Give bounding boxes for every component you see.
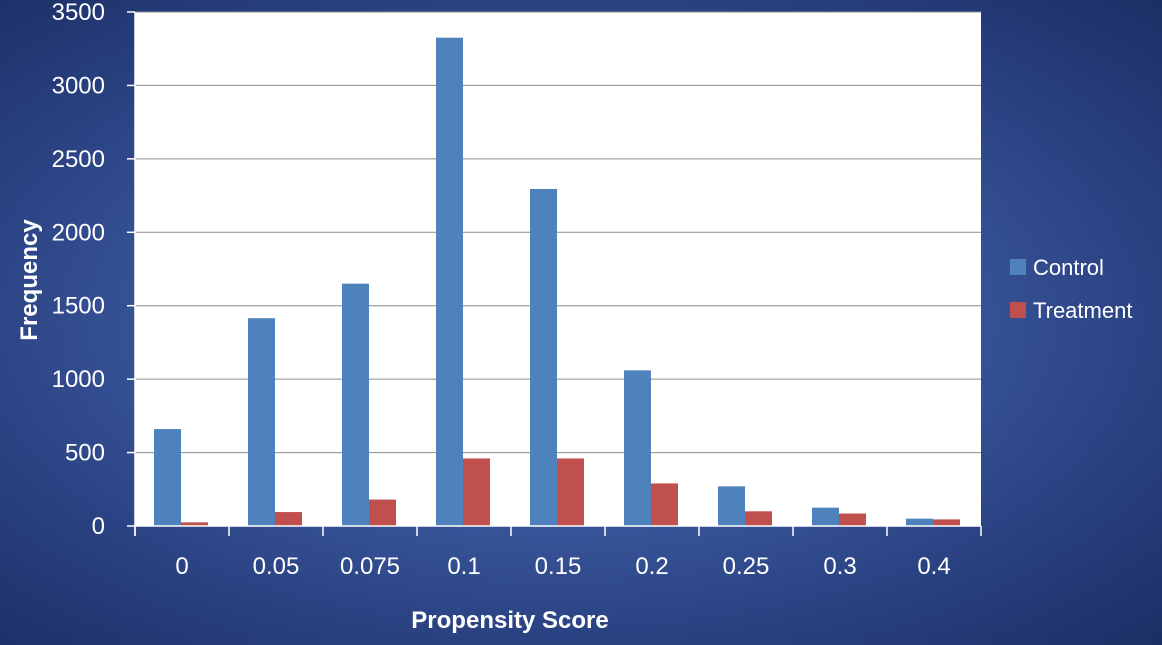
x-tick-label: 0.15 xyxy=(535,553,582,580)
x-tick-label: 0.05 xyxy=(253,553,300,580)
bar-treatment xyxy=(463,458,490,526)
legend: Control Treatment xyxy=(1010,255,1132,323)
bars xyxy=(154,37,960,526)
legend-swatch-treatment xyxy=(1010,302,1026,318)
bar-control xyxy=(718,486,745,526)
x-tick-labels: 0 0.05 0.075 0.1 0.15 0.2 0.25 0.3 0.4 xyxy=(175,553,950,580)
y-tick-label: 2000 xyxy=(52,219,105,246)
x-tick-label: 0.1 xyxy=(447,553,480,580)
bar-control xyxy=(436,37,463,526)
y-tick-label: 0 xyxy=(92,513,105,540)
x-tick-label: 0.25 xyxy=(723,553,770,580)
bar-control xyxy=(530,188,557,526)
bar-treatment xyxy=(839,513,866,526)
bar-control xyxy=(812,507,839,526)
y-tick-label: 3500 xyxy=(52,0,105,26)
y-tick-labels: 0 500 1000 1500 2000 2500 3000 3500 xyxy=(52,0,105,540)
x-tick-label: 0.2 xyxy=(635,553,668,580)
bar-control xyxy=(906,518,933,526)
legend-swatch-control xyxy=(1010,259,1026,275)
y-tick-label: 2500 xyxy=(52,146,105,173)
x-tick-label: 0.4 xyxy=(917,553,950,580)
x-tick-label: 0.075 xyxy=(340,553,400,580)
x-tick-label: 0.3 xyxy=(823,553,856,580)
x-axis-title: Propensity Score xyxy=(411,607,608,634)
bar-treatment xyxy=(745,511,772,526)
legend-label-control: Control xyxy=(1033,255,1104,280)
bar-control xyxy=(624,370,651,526)
y-tick-label: 1500 xyxy=(52,293,105,320)
bar-treatment xyxy=(181,522,208,526)
plot-area xyxy=(135,12,981,526)
bar-treatment xyxy=(557,458,584,526)
y-tick-label: 500 xyxy=(65,440,105,467)
bar-treatment xyxy=(275,512,302,526)
bar-control xyxy=(342,283,369,526)
legend-label-treatment: Treatment xyxy=(1033,298,1132,323)
y-tick-label: 1000 xyxy=(52,366,105,393)
bar-control xyxy=(154,429,181,526)
gridlines xyxy=(135,11,981,454)
bar-treatment xyxy=(651,483,678,526)
axes xyxy=(127,11,982,536)
bar-treatment xyxy=(369,499,396,526)
x-tick-label: 0 xyxy=(175,553,188,580)
bar-treatment xyxy=(933,519,960,526)
y-axis-title: Frequency xyxy=(16,219,43,341)
bar-control xyxy=(248,318,275,526)
y-tick-label: 3000 xyxy=(52,72,105,99)
